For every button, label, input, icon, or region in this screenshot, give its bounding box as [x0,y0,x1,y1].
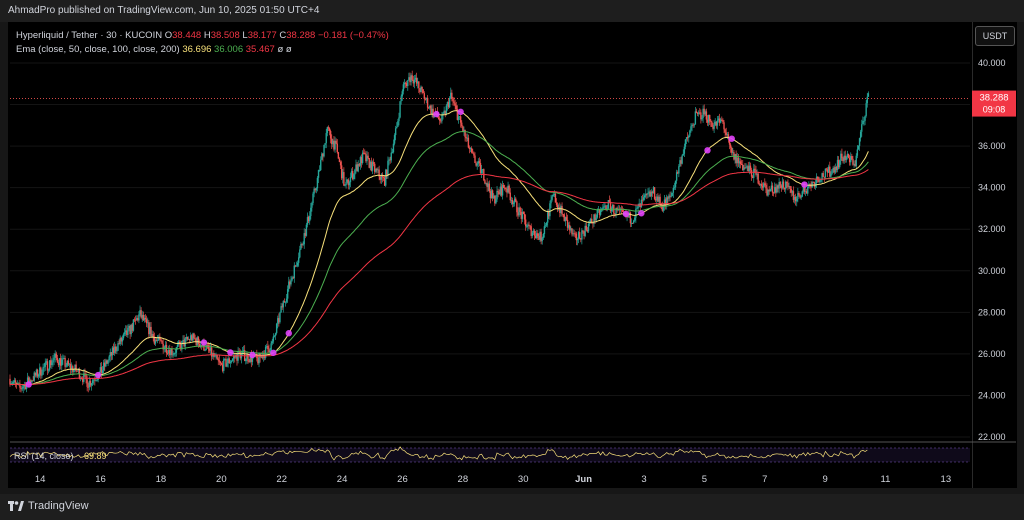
symbol-name[interactable]: Hyperliquid / Tether · 30 · KUCOIN [16,30,163,41]
top-bar: AhmadPro published on TradingView.com, J… [0,0,1024,22]
ema-label[interactable]: Ema (close, 50, close, 100, close, 200) [16,44,180,55]
tradingview-icon [8,501,24,511]
high-value: 38.508 [210,30,240,41]
footer-bar [0,494,1024,520]
price-scale-panel[interactable] [972,22,1017,488]
open-label: O [164,30,173,41]
high-label: H [203,30,211,41]
rsi-label[interactable]: RSI (14, close) [14,451,74,461]
ema100-value: 36.006 [214,44,244,55]
tradingview-logo[interactable]: TradingView [8,500,89,512]
open-value: 38.448 [172,30,202,41]
ema200-value: 35.467 [245,44,275,55]
low-value: 38.177 [247,30,277,41]
low-label: L [242,30,248,41]
rsi-value: 69.89 [84,451,107,461]
close-label: C [279,30,287,41]
change-value: −0.181 (−0.47%) [317,30,389,41]
currency-button[interactable]: USDT [975,26,1015,46]
symbol-legend: Hyperliquid / Tether · 30 · KUCOIN O38.4… [16,30,389,41]
publish-info: AhmadPro published on TradingView.com, J… [8,5,320,16]
footer-brand: TradingView [28,500,89,512]
chart-panel[interactable] [8,22,972,488]
ema-legend: Ema (close, 50, close, 100, close, 200) … [16,44,292,55]
ema50-value: 36.696 [182,44,212,55]
ema-extra: ø ø [277,44,292,55]
close-value: 38.288 [286,30,316,41]
